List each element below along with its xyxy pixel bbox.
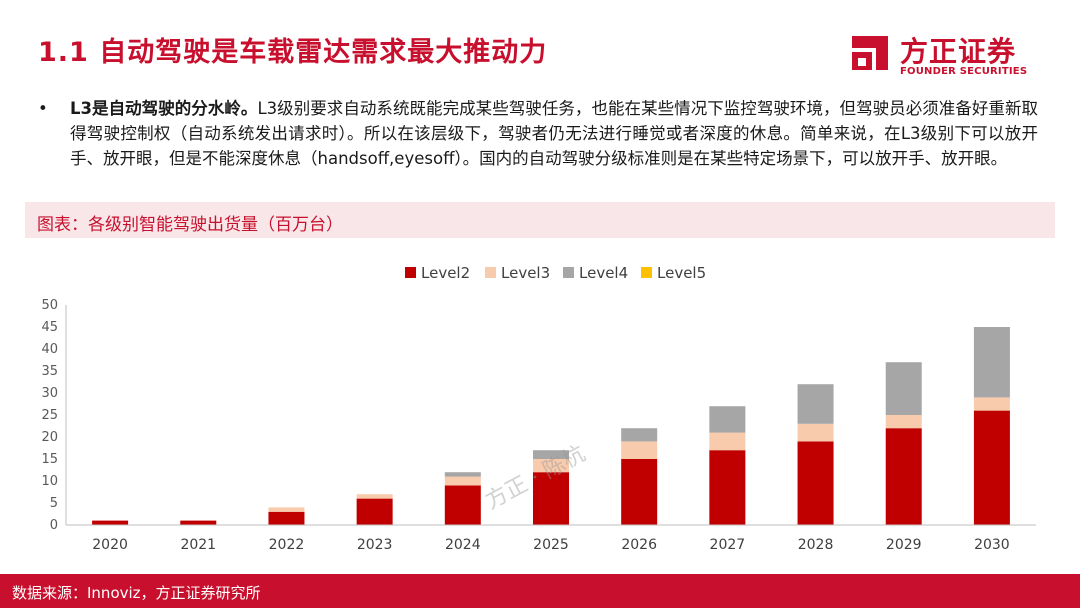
bars-group <box>92 327 1010 525</box>
y-tick-label: 45 <box>41 320 58 335</box>
x-tick-label: 2024 <box>445 537 481 553</box>
x-tick-label: 2030 <box>974 537 1010 553</box>
footer-bar: 数据来源：Innoviz，方正证券研究所 <box>0 574 1080 608</box>
legend-label: Level2 <box>421 264 470 282</box>
y-tick-label: 5 <box>50 496 58 511</box>
legend-item-level2: Level2 <box>405 264 470 282</box>
x-tick-label: 2023 <box>357 537 393 553</box>
bar-level3-2027 <box>709 432 746 451</box>
x-tick-label: 2022 <box>269 537 305 553</box>
x-tick-label: 2020 <box>92 537 128 553</box>
founder-logo-icon <box>852 36 888 70</box>
bar-level3-2029 <box>885 415 922 429</box>
bar-level4-2026 <box>621 428 658 442</box>
bar-level4-2030 <box>973 327 1010 398</box>
chart-caption-bar: 图表：各级别智能驾驶出货量（百万台） <box>25 202 1055 238</box>
x-tick-label: 2026 <box>621 537 657 553</box>
y-tick-label: 50 <box>41 298 58 313</box>
y-tick-label: 0 <box>50 518 58 533</box>
legend-item-level3: Level3 <box>485 264 550 282</box>
bar-level2-2026 <box>621 459 658 525</box>
bar-level3-2024 <box>444 476 481 486</box>
bar-level4-2027 <box>709 406 746 433</box>
y-tick-label: 15 <box>41 452 58 467</box>
bar-level3-2022 <box>268 507 305 512</box>
y-tick-label: 40 <box>41 342 58 357</box>
bullet-body: L3级别要求自动系统既能完成某些驾驶任务，也能在某些情况下监控驾驶环境，但驾驶员… <box>70 99 1038 168</box>
legend-label: Level4 <box>579 264 628 282</box>
legend-label: Level3 <box>501 264 550 282</box>
bar-level3-2023 <box>356 494 393 499</box>
bar-level2-2027 <box>709 450 746 525</box>
y-tick-label: 10 <box>41 474 58 489</box>
bar-level3-2026 <box>621 441 658 459</box>
legend-swatch <box>405 267 416 278</box>
bullet-bold-lead: L3是自动驾驶的分水岭。 <box>70 99 258 118</box>
y-tick-label: 20 <box>41 430 58 445</box>
bar-level2-2020 <box>92 520 129 525</box>
bar-level2-2029 <box>885 428 922 525</box>
x-tick-label: 2021 <box>180 537 216 553</box>
x-tick-label: 2028 <box>798 537 834 553</box>
logo-name-en: FOUNDER SECURITIES <box>900 66 1028 77</box>
legend-item-level4: Level4 <box>563 264 628 282</box>
logo-name-cn: 方正证券 <box>900 35 1017 68</box>
bar-level2-2024 <box>444 485 481 525</box>
bar-level2-2022 <box>268 511 305 525</box>
legend-swatch <box>563 267 574 278</box>
y-axis: 0 5 10 15 20 25 30 35 40 45 50 <box>41 298 67 533</box>
y-tick-label: 30 <box>41 386 58 401</box>
legend-item-level5: Level5 <box>641 264 706 282</box>
bar-level2-2028 <box>797 441 834 525</box>
x-tick-label: 2027 <box>710 537 746 553</box>
legend-swatch <box>485 267 496 278</box>
bar-level2-2030 <box>973 410 1010 525</box>
bar-level2-2023 <box>356 498 393 525</box>
y-tick-label: 35 <box>41 364 58 379</box>
bullet-dot: • <box>38 99 48 118</box>
data-source: 数据来源：Innoviz，方正证券研究所 <box>12 584 261 602</box>
bar-level3-2025 <box>533 459 569 473</box>
legend-swatch <box>641 267 652 278</box>
bar-level2-2021 <box>180 520 217 525</box>
bar-level4-2024 <box>444 472 481 477</box>
bar-level4-2025 <box>533 450 569 459</box>
y-tick-label: 25 <box>41 408 58 423</box>
bullet-paragraph: L3是自动驾驶的分水岭。L3级别要求自动系统既能完成某些驾驶任务，也能在某些情况… <box>70 96 1038 171</box>
bar-level3-2030 <box>973 397 1010 411</box>
bar-level4-2028 <box>797 384 834 424</box>
x-tick-label: 2025 <box>533 537 569 553</box>
x-tick-label: 2029 <box>886 537 922 553</box>
bar-level4-2029 <box>885 362 922 415</box>
bullet-point: • L3是自动驾驶的分水岭。L3级别要求自动系统既能完成某些驾驶任务，也能在某些… <box>38 96 1038 171</box>
chart-caption: 图表：各级别智能驾驶出货量（百万台） <box>37 215 343 235</box>
stacked-bar-chart: Level2 Level3 Level4 Level5 051015202530354… <box>41 264 1036 553</box>
x-axis: 2020 2021 2022 2023 2024 2025 2026 2027 2028 2029… <box>66 524 1036 553</box>
bar-level2-2025 <box>533 472 569 525</box>
legend-label: Level5 <box>657 264 706 282</box>
company-logo: 方正证券 FOUNDER SECURITIES <box>848 30 1038 78</box>
chart-legend: Level2 Level3 Level4 Level5 <box>405 264 706 282</box>
bar-level3-2028 <box>797 423 834 442</box>
page-title: 1.1 自动驾驶是车载雷达需求最大推动力 <box>38 37 548 68</box>
